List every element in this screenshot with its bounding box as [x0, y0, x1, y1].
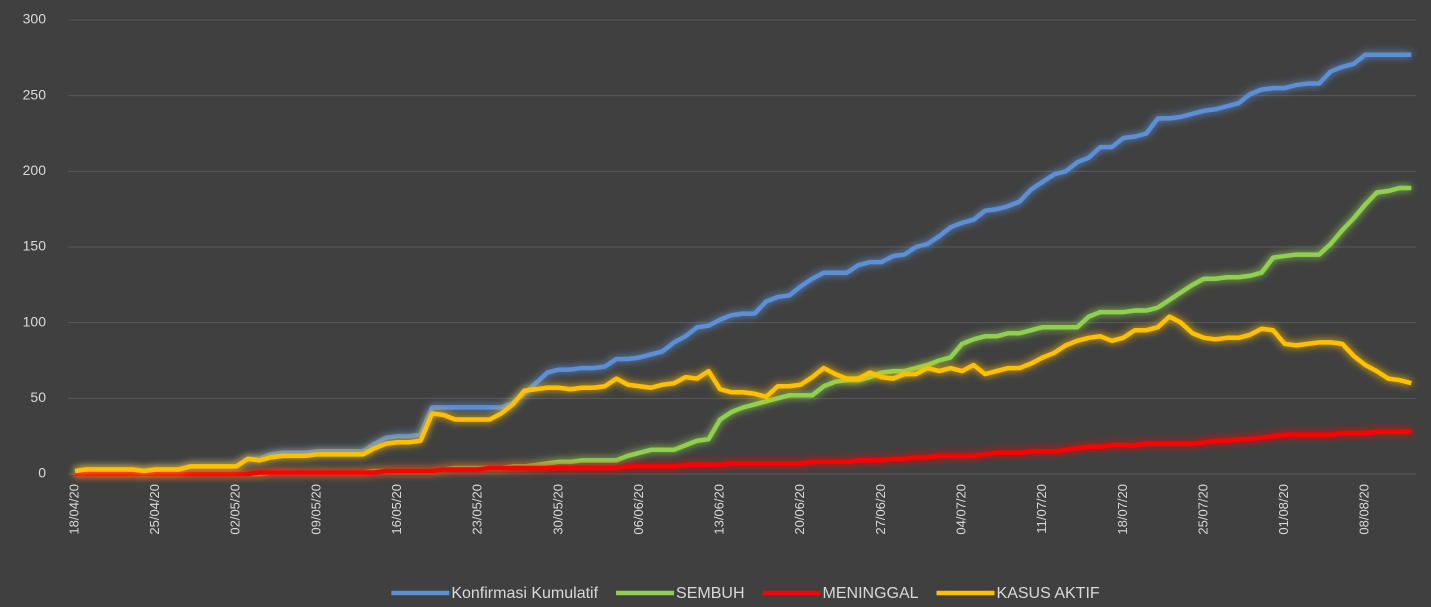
series-line	[74, 314, 1412, 474]
x-tick-label: 01/08/20	[1276, 484, 1291, 535]
x-tick-label: 04/07/20	[953, 484, 968, 535]
legend-label: Konfirmasi Kumulatif	[451, 585, 598, 602]
legend-label: KASUS AKTIF	[997, 585, 1100, 602]
x-tick-label: 18/07/20	[1115, 484, 1130, 535]
x-tick-label: 16/05/20	[389, 484, 404, 535]
series-line	[75, 185, 1412, 477]
y-tick-label: 50	[30, 389, 46, 405]
x-tick-label: 30/05/20	[550, 484, 565, 535]
x-tick-label: 25/04/20	[147, 484, 162, 535]
y-tick-label: 150	[23, 238, 47, 254]
x-tick-label: 13/06/20	[712, 484, 727, 535]
legend-label: MENINGGAL	[823, 585, 919, 602]
x-tick-label: 23/05/20	[470, 484, 485, 535]
y-tick-label: 200	[23, 162, 47, 178]
y-tick-label: 0	[38, 465, 46, 481]
legend: Konfirmasi Kumulatif SEMBUH MENINGGAL KASUS…	[391, 585, 1100, 602]
x-tick-label: 27/06/20	[873, 484, 888, 535]
x-tick-label: 06/06/20	[631, 484, 646, 535]
x-tick-label: 02/05/20	[228, 484, 243, 535]
series-line	[75, 429, 1412, 477]
x-tick-label: 08/08/20	[1357, 484, 1372, 535]
series-line	[74, 52, 1412, 474]
x-tick-label: 09/05/20	[308, 484, 323, 535]
legend-label: SEMBUH	[676, 585, 744, 602]
y-tick-label: 300	[23, 11, 47, 27]
x-tick-label: 18/04/20	[66, 484, 81, 535]
y-tick-label: 100	[23, 313, 47, 329]
x-tick-label: 11/07/20	[1034, 484, 1049, 534]
x-tick-label: 25/07/20	[1195, 484, 1210, 535]
y-tick-label: 250	[23, 86, 47, 102]
x-tick-label: 20/06/20	[792, 484, 807, 535]
